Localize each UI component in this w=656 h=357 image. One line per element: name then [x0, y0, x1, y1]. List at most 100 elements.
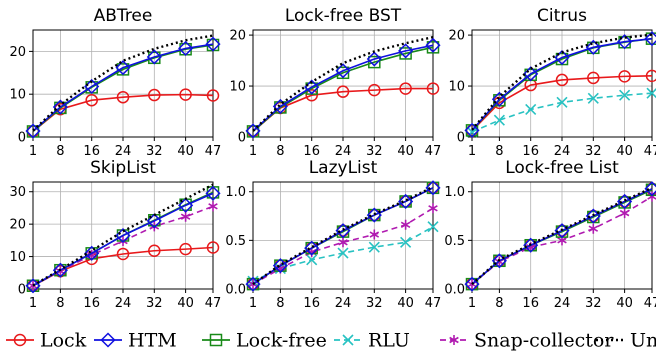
data-point-htm	[644, 181, 656, 197]
series-unsafe	[471, 33, 653, 131]
x-tick-label: 8	[276, 296, 284, 311]
legend-label: Lock	[40, 330, 87, 352]
data-point-lock	[305, 88, 318, 102]
data-point-lock	[85, 93, 98, 107]
x-tick-label: 24	[554, 296, 571, 311]
panel-abtree: ABTree 1 8 16 24 32 40 47 0 10 20	[9, 6, 221, 159]
x-tick-label: 1	[249, 296, 257, 311]
series-line-unsafe	[32, 34, 214, 132]
data-point-htm	[272, 98, 288, 114]
data-point-htm	[398, 193, 414, 210]
x-tick-label: 32	[585, 144, 602, 159]
series-line-lock	[471, 75, 653, 132]
data-point-rlu	[400, 236, 412, 248]
series-unsafe	[252, 185, 434, 286]
legend: Lock HTM Lock-free RLU Snap-collector Unsafe	[6, 330, 656, 352]
data-point-lock	[116, 247, 130, 261]
data-point-htm	[146, 213, 162, 229]
data-point-snap-collector	[400, 219, 411, 230]
x-tick-label: 24	[335, 296, 352, 311]
data-point-htm	[272, 258, 288, 274]
x-tick-label: 47	[644, 296, 656, 311]
panel-title: Citrus	[537, 6, 587, 26]
data-point-lock	[179, 88, 192, 101]
data-point-snap-collector	[369, 229, 380, 240]
y-tick-label: 0.5	[225, 234, 246, 249]
data-point-htm	[398, 43, 414, 59]
series-unsafe	[471, 186, 653, 286]
data-point-htm	[205, 185, 221, 201]
x-tick-label: 8	[495, 144, 503, 159]
y-tick-label: 10	[9, 250, 26, 265]
data-point-lock	[399, 82, 412, 95]
legend-marker	[209, 333, 223, 347]
x-tick-label: 16	[522, 144, 539, 159]
x-tick-label: 16	[83, 144, 100, 159]
series-lock-free	[465, 32, 656, 137]
x-tick-label: 32	[366, 296, 383, 311]
data-point-lock	[336, 85, 350, 98]
data-point-rlu	[525, 103, 537, 116]
x-tick-label: 24	[335, 144, 352, 159]
x-tick-label: 32	[366, 144, 383, 159]
data-point-lock	[148, 88, 161, 102]
x-tick-label: 40	[177, 144, 194, 159]
x-tick-label: 47	[205, 296, 222, 311]
data-point-snap-collector	[619, 208, 630, 219]
data-point-rlu	[587, 92, 599, 104]
data-point-htm	[617, 193, 633, 210]
legend-marker	[13, 333, 27, 347]
legend-label: Snap-collector	[474, 330, 614, 352]
data-point-htm	[523, 66, 539, 82]
x-tick-label: 1	[468, 296, 476, 311]
data-point-lock	[116, 90, 130, 104]
x-tick-label: 47	[644, 144, 656, 159]
series-line-htm	[252, 187, 434, 285]
data-point-htm	[644, 31, 656, 47]
series-line-htm	[32, 43, 214, 132]
series-line-unsafe	[471, 33, 653, 131]
data-point-snap-collector	[180, 211, 191, 222]
data-point-htm	[464, 122, 480, 138]
data-point-lock	[206, 89, 220, 102]
data-point-lock	[618, 70, 631, 83]
data-point-htm	[146, 49, 162, 65]
legend-item-lock: Lock	[6, 330, 87, 352]
x-tick-label: 47	[425, 144, 442, 159]
data-point-htm	[585, 39, 601, 55]
legend-item-htm: HTM	[94, 330, 177, 352]
data-point-htm	[464, 276, 480, 292]
data-point-htm	[335, 63, 351, 79]
x-tick-label: 1	[29, 144, 37, 159]
data-point-htm	[205, 36, 221, 52]
data-point-snap-collector	[588, 223, 599, 234]
series-line-unsafe	[252, 185, 434, 286]
x-tick-label: 24	[115, 144, 132, 159]
x-tick-label: 40	[177, 296, 194, 311]
data-point-lock-free	[368, 55, 381, 69]
x-tick-label: 16	[303, 296, 320, 311]
legend-label: HTM	[128, 330, 177, 352]
data-point-rlu	[306, 254, 318, 266]
y-tick-label: 30	[9, 185, 26, 200]
legend-marker	[100, 332, 116, 348]
data-point-lock	[179, 242, 192, 256]
x-tick-label: 8	[56, 144, 64, 159]
data-point-htm	[366, 207, 382, 223]
series-unsafe	[32, 34, 214, 132]
data-point-htm	[366, 51, 382, 67]
y-tick-label: 10	[229, 80, 246, 95]
y-tick-label: 0.5	[444, 234, 465, 249]
y-tick-label: 0.0	[444, 283, 465, 298]
x-tick-label: 24	[554, 144, 571, 159]
data-point-lock	[555, 73, 569, 87]
data-point-rlu	[619, 89, 631, 101]
x-tick-label: 47	[425, 296, 442, 311]
panel-title: ABTree	[94, 6, 153, 26]
series-line-htm	[471, 37, 653, 131]
data-point-htm	[25, 123, 41, 139]
y-tick-label: 0	[18, 283, 26, 298]
x-tick-label: 8	[495, 296, 503, 311]
panel-title: Lock-free List	[505, 158, 619, 178]
